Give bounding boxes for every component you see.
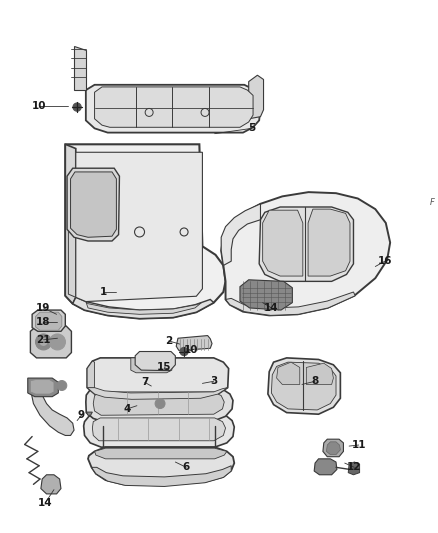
Polygon shape: [32, 310, 65, 332]
Polygon shape: [73, 297, 214, 319]
Polygon shape: [67, 168, 120, 241]
Polygon shape: [308, 209, 350, 276]
Text: 9: 9: [78, 410, 85, 420]
Circle shape: [180, 348, 188, 356]
Polygon shape: [176, 336, 212, 350]
Polygon shape: [87, 361, 95, 387]
Text: 10: 10: [184, 345, 198, 356]
Polygon shape: [95, 448, 227, 459]
Polygon shape: [35, 312, 62, 330]
Polygon shape: [86, 412, 92, 415]
Polygon shape: [87, 387, 228, 399]
Polygon shape: [268, 358, 340, 414]
Polygon shape: [348, 462, 360, 475]
Polygon shape: [68, 201, 76, 297]
Polygon shape: [93, 392, 224, 415]
Text: F: F: [429, 198, 434, 207]
Polygon shape: [226, 292, 355, 316]
Polygon shape: [28, 378, 58, 397]
Polygon shape: [74, 46, 86, 90]
Text: 18: 18: [36, 317, 51, 327]
Text: 5: 5: [248, 123, 255, 133]
Polygon shape: [71, 172, 117, 237]
Polygon shape: [88, 447, 234, 486]
Text: 21: 21: [36, 335, 51, 345]
Polygon shape: [131, 358, 172, 373]
Circle shape: [155, 399, 165, 409]
Text: 8: 8: [311, 376, 319, 386]
Polygon shape: [272, 362, 336, 410]
Polygon shape: [76, 152, 202, 302]
Polygon shape: [30, 386, 74, 435]
Polygon shape: [86, 387, 233, 422]
Polygon shape: [221, 192, 390, 316]
Polygon shape: [84, 413, 234, 447]
Circle shape: [35, 334, 51, 350]
Polygon shape: [277, 362, 300, 384]
Polygon shape: [240, 280, 292, 310]
Circle shape: [49, 334, 65, 350]
Polygon shape: [263, 210, 303, 276]
Polygon shape: [314, 459, 337, 475]
Text: 6: 6: [183, 462, 190, 472]
Polygon shape: [135, 351, 175, 370]
Circle shape: [57, 381, 67, 391]
Polygon shape: [65, 144, 226, 319]
Polygon shape: [95, 87, 253, 127]
Text: 3: 3: [210, 376, 217, 386]
Polygon shape: [92, 418, 226, 441]
Polygon shape: [92, 466, 231, 487]
Polygon shape: [306, 363, 333, 384]
Polygon shape: [30, 379, 54, 394]
Circle shape: [73, 103, 81, 111]
Polygon shape: [87, 358, 229, 399]
Text: 2: 2: [165, 336, 173, 346]
Circle shape: [39, 338, 47, 346]
Polygon shape: [249, 75, 264, 119]
Text: 12: 12: [347, 462, 362, 472]
Polygon shape: [41, 475, 61, 494]
Text: 7: 7: [141, 377, 148, 387]
Polygon shape: [65, 144, 76, 304]
Text: 14: 14: [264, 303, 279, 313]
Text: 16: 16: [378, 256, 392, 266]
Polygon shape: [221, 204, 261, 265]
Text: 15: 15: [157, 362, 172, 373]
Text: 11: 11: [351, 440, 366, 450]
Text: 19: 19: [36, 303, 51, 313]
Polygon shape: [323, 439, 343, 457]
Text: 14: 14: [38, 498, 53, 508]
Polygon shape: [259, 207, 353, 281]
Polygon shape: [86, 302, 201, 314]
Polygon shape: [86, 85, 261, 133]
Polygon shape: [30, 326, 71, 358]
Text: 1: 1: [100, 287, 107, 297]
Text: 4: 4: [124, 404, 131, 414]
Text: 10: 10: [32, 101, 46, 111]
Polygon shape: [326, 442, 340, 455]
